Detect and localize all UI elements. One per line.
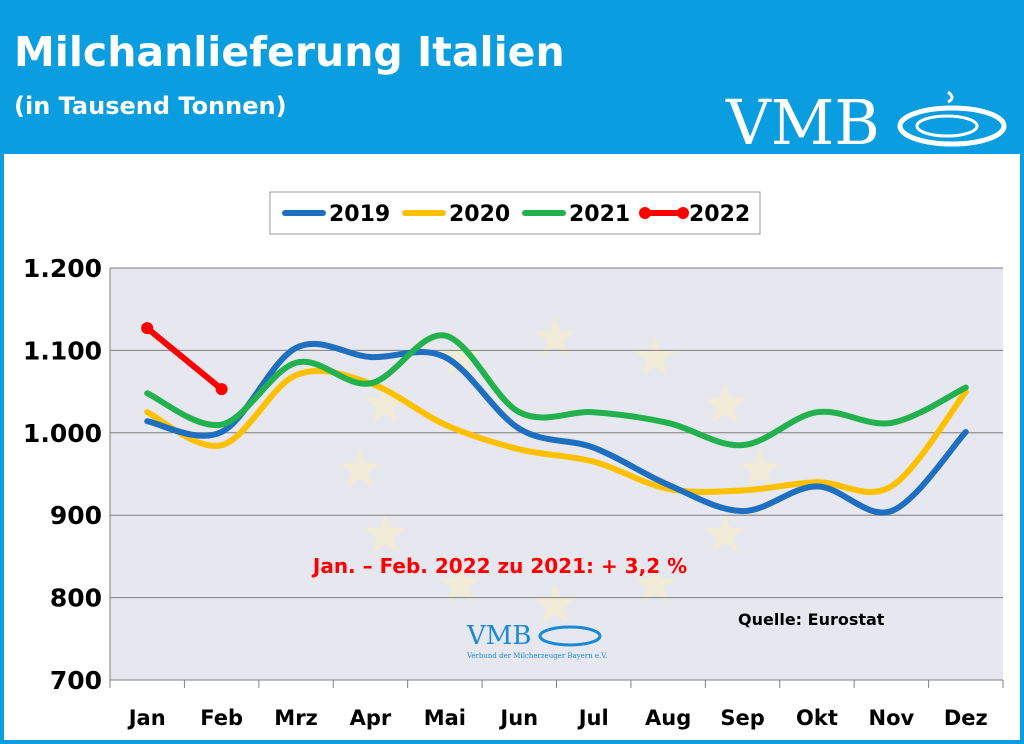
y-tick-label: 800 — [50, 584, 102, 613]
eu-star-decoration — [439, 336, 481, 376]
eu-star-decoration — [364, 383, 406, 423]
comparison-annotation: Jan. – Feb. 2022 zu 2021: + 3,2 % — [311, 554, 687, 578]
source-note: Quelle: Eurostat — [738, 610, 885, 629]
y-tick-label: 900 — [50, 501, 102, 530]
eu-star-decoration — [704, 383, 746, 423]
legend-marker-2022 — [639, 207, 651, 219]
x-tick-label: Jul — [577, 706, 609, 730]
series-line-2020 — [144, 367, 969, 495]
page-title: Milchanlieferung Italien — [14, 28, 565, 76]
data-point-2022 — [141, 322, 154, 335]
header-banner: Milchanlieferung Italien (in Tausend Ton… — [0, 0, 1024, 150]
y-tick-label: 1.100 — [23, 336, 102, 365]
eu-star-decoration — [704, 513, 746, 553]
x-tick-label: Mrz — [274, 706, 317, 730]
eu-star-decoration — [634, 563, 676, 603]
series-line-2021 — [144, 332, 969, 449]
legend-marker-2022 — [677, 207, 689, 219]
vmb-logo: VMB — [725, 86, 1007, 150]
eu-star-decoration — [634, 336, 676, 376]
legend-label-2020: 2020 — [449, 202, 510, 227]
legend-label-2019: 2019 — [329, 202, 390, 227]
x-tick-label: Sep — [720, 706, 764, 730]
chart-panel: 700 800 900 1.000 1.100 1.200 Jan Feb Mrz Apr Mai J… — [4, 154, 1020, 740]
x-tick-label: Jun — [498, 706, 538, 730]
page-subtitle: (in Tausend Tonnen) — [14, 92, 287, 120]
x-tick-label: Feb — [200, 706, 243, 730]
series-line-2022 — [144, 325, 225, 393]
x-tick-label: Okt — [796, 706, 838, 730]
eu-star-decoration — [364, 513, 406, 553]
legend-label-2021: 2021 — [569, 202, 630, 227]
eu-star-decoration — [339, 448, 381, 488]
y-tick-label: 700 — [50, 666, 102, 695]
x-tick-label: Dez — [944, 706, 988, 730]
x-tick-label: Nov — [869, 706, 915, 730]
eu-star-decoration — [739, 448, 781, 488]
x-tick-label: Apr — [350, 706, 392, 730]
x-tick-label: Aug — [645, 706, 691, 730]
eu-star-decoration — [439, 563, 481, 603]
x-tick-label: Jan — [127, 706, 166, 730]
y-tick-label: 1.000 — [23, 419, 102, 448]
x-tick-label: Mai — [424, 706, 466, 730]
legend-label-2022: 2022 — [689, 202, 750, 227]
footer-logo-mark — [538, 625, 602, 647]
footer-logo-text: VMB — [466, 621, 532, 651]
eu-star-decoration — [534, 583, 576, 623]
eu-star-decoration — [534, 316, 576, 356]
footer-logo-tagline: Verbund der Milcherzeuger Bayern e.V. — [466, 652, 607, 660]
y-tick-label: 1.200 — [23, 254, 102, 283]
logo-text: VMB — [725, 86, 880, 150]
data-point-2022 — [215, 383, 228, 396]
series-line-2019 — [144, 340, 969, 516]
line-chart: 700 800 900 1.000 1.100 1.200 Jan Feb Mrz Apr Mai J… — [23, 191, 1004, 730]
